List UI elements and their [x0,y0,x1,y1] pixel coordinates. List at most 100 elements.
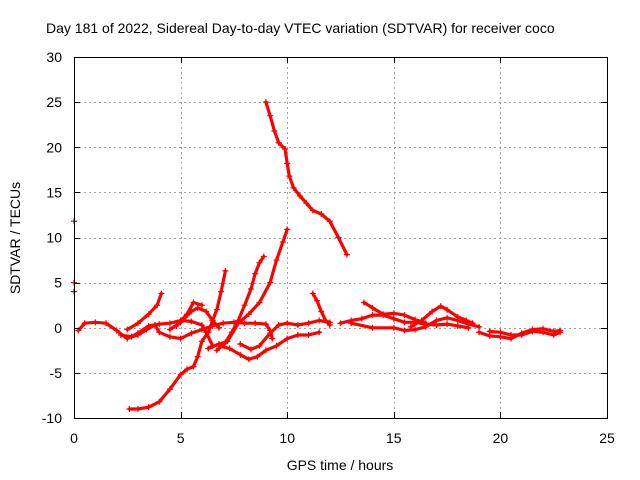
data-point [183,366,190,373]
data-point [177,335,184,342]
data-point [252,270,259,277]
data-point [235,320,242,327]
data-point [267,330,274,337]
data-point [190,363,197,370]
data-point [380,311,387,318]
data-point [497,329,504,336]
data-point [412,326,419,333]
data-point [529,328,536,335]
data-point [154,302,161,309]
data-point [282,146,289,153]
series-arc-11 [309,290,333,329]
data-point [412,316,419,323]
data-point [407,323,414,330]
data-point [284,160,291,167]
data-point [224,338,231,345]
data-point [134,320,141,327]
series-arc-6 [126,267,229,412]
data-point [166,326,173,333]
data-point [294,331,301,338]
data-point [145,311,152,318]
data-point [275,322,282,329]
data-point [198,302,205,309]
data-point [305,331,312,338]
data-point [279,239,286,246]
data-point [215,324,222,331]
series-arc-9 [215,329,323,363]
y-tick-label: 30 [46,49,62,65]
y-tick-label: 20 [46,139,62,155]
x-axis-label: GPS time / hours [287,457,394,473]
data-point [213,306,220,313]
data-point [145,404,152,411]
x-tick-label: 10 [279,430,295,446]
data-point [275,139,282,146]
data-point [463,317,470,324]
series-arc-16 [407,303,476,330]
x-tick-label: 15 [386,430,402,446]
series-arc-18 [486,328,564,338]
data-point [454,322,461,329]
data-point [218,288,225,295]
series-arc-15 [348,314,483,334]
data-point [316,317,323,324]
data-point [252,320,259,327]
data-point [369,304,376,311]
plot-area [71,99,564,412]
data-point [126,405,133,412]
series-track [264,100,349,257]
data-point [444,321,451,328]
data-point [390,310,397,317]
x-tick-label: 25 [599,430,615,446]
data-point [247,346,254,353]
data-point [418,317,425,324]
data-point [444,314,451,321]
data-point [284,226,291,233]
data-point [316,329,323,336]
series-track [174,300,204,328]
data-point [124,326,131,333]
data-point [256,259,263,266]
data-point [337,320,344,327]
data-point [454,313,461,320]
y-tick-label: 0 [54,320,62,336]
data-point [284,320,291,327]
data-point [190,299,197,306]
series-arc-3 [124,290,165,333]
x-tick-label: 5 [177,430,185,446]
data-point [152,322,159,329]
data-point [540,329,547,336]
data-point [294,322,301,329]
data-point [198,338,205,345]
data-point [284,335,291,342]
data-point [102,320,109,327]
data-point [476,329,483,336]
data-point [173,322,180,329]
data-point [401,327,408,334]
data-point [237,340,244,347]
data-point [444,306,451,313]
data-point [390,324,397,331]
data-point [401,312,408,319]
data-point [81,320,88,327]
data-point [247,285,254,292]
data-point [156,321,163,328]
data-point [92,319,99,326]
data-point [241,302,248,309]
data-point [486,328,493,335]
data-point [241,320,248,327]
data-point [209,317,216,324]
data-point [262,347,269,354]
data-point [390,315,397,322]
data-point [128,333,135,340]
data-point [134,331,141,338]
data-point [245,311,252,318]
data-point [256,342,263,349]
data-point [309,290,316,297]
data-point [271,128,278,135]
data-point [286,173,293,180]
y-tick-label: 10 [46,230,62,246]
data-point [213,347,220,354]
data-point [158,290,165,297]
